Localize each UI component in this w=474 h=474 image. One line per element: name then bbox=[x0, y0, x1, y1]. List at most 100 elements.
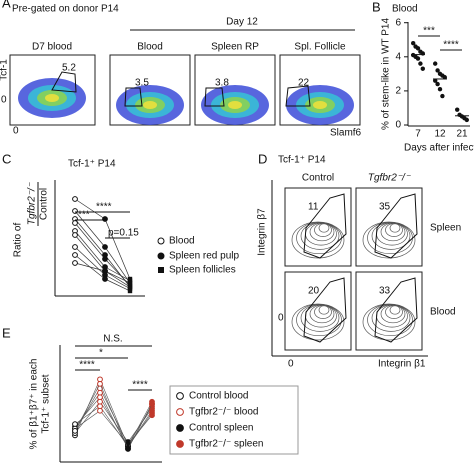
point bbox=[72, 196, 78, 202]
legend-label: Spleen follicles bbox=[169, 265, 236, 276]
chart-title: Tcf-1⁺ P14 bbox=[68, 159, 116, 170]
gate bbox=[374, 193, 418, 259]
y-tick-label: 2 bbox=[395, 86, 401, 97]
point bbox=[433, 78, 438, 83]
pair-line bbox=[74, 246, 106, 276]
legend-label: Blood bbox=[169, 236, 195, 247]
contour bbox=[389, 305, 401, 315]
panel-label: A bbox=[2, 0, 11, 10]
chart-title: Blood bbox=[392, 4, 418, 15]
pair-line bbox=[74, 388, 101, 432]
point bbox=[415, 56, 421, 61]
gate bbox=[303, 193, 347, 259]
y-axis-label: Tcf-1⁺ subset bbox=[41, 374, 52, 433]
y-tick-label: 6 bbox=[395, 17, 401, 28]
y-tick-label: 0 bbox=[395, 120, 401, 131]
legend-label: Tgfbr2⁻/⁻ spleen bbox=[189, 439, 263, 450]
point bbox=[72, 427, 78, 434]
legend-marker bbox=[176, 408, 184, 416]
pair-line bbox=[127, 415, 153, 445]
significance: **** bbox=[132, 380, 148, 391]
pair-line bbox=[74, 234, 106, 272]
subtitle: Pre-gated on donor P14 bbox=[12, 4, 119, 15]
point bbox=[149, 412, 155, 419]
panel-label: E bbox=[2, 325, 11, 340]
gate bbox=[374, 277, 418, 343]
y-axis-label: Ratio of bbox=[13, 223, 24, 258]
panel-label: D bbox=[258, 151, 267, 166]
contour bbox=[318, 223, 330, 233]
significance: *** bbox=[78, 210, 90, 221]
gate-value: 35 bbox=[379, 202, 391, 213]
pair-line bbox=[74, 383, 101, 432]
x-axis-label: Days after infection bbox=[404, 143, 474, 154]
legend-label: Control blood bbox=[189, 391, 248, 402]
pair-line bbox=[104, 266, 131, 281]
significance: N.S. bbox=[103, 334, 122, 345]
pair-line bbox=[74, 222, 106, 260]
point bbox=[97, 380, 103, 387]
significance: p=0.15 bbox=[108, 228, 139, 239]
gate-value: 5.2 bbox=[62, 63, 76, 74]
y-axis-label: % of stem-like in WT P14 bbox=[381, 18, 392, 131]
legend-label: Control spleen bbox=[189, 423, 253, 434]
panel-label: C bbox=[2, 151, 11, 166]
point bbox=[102, 216, 108, 222]
pair-line bbox=[104, 270, 131, 284]
pair-line bbox=[74, 210, 106, 248]
gate-value: 3.8 bbox=[215, 78, 229, 89]
plot-title: Spl. Follicle bbox=[294, 42, 346, 53]
y-axis-label: Tgfbr2⁻/⁻ bbox=[27, 182, 38, 225]
point bbox=[415, 46, 421, 51]
row-label: Spleen bbox=[430, 223, 461, 234]
point bbox=[420, 66, 425, 71]
gate-value: 33 bbox=[379, 286, 391, 297]
chart-title: Tcf-1⁺ P14 bbox=[278, 155, 326, 166]
point bbox=[440, 93, 445, 99]
pair-line bbox=[74, 198, 106, 220]
legend-label: Tgfbr2⁻/⁻ blood bbox=[189, 407, 258, 418]
contour bbox=[385, 305, 403, 319]
pair-line bbox=[74, 230, 106, 268]
point bbox=[127, 288, 133, 294]
point bbox=[72, 260, 78, 266]
significance: **** bbox=[79, 360, 95, 371]
point bbox=[433, 61, 438, 66]
flow-plots bbox=[9, 29, 361, 126]
point bbox=[102, 268, 108, 274]
pair-line bbox=[104, 254, 131, 288]
contour bbox=[385, 223, 403, 237]
point bbox=[455, 107, 460, 112]
density bbox=[313, 101, 327, 109]
point bbox=[72, 252, 78, 258]
gate-value: 3.5 bbox=[135, 78, 149, 89]
contour bbox=[314, 305, 332, 319]
point bbox=[72, 232, 78, 238]
point bbox=[127, 286, 133, 291]
y-axis-label: Control bbox=[39, 188, 50, 220]
legend-marker bbox=[176, 440, 184, 448]
significance: **** bbox=[443, 40, 459, 51]
pair-line bbox=[104, 270, 131, 288]
pair-line bbox=[99, 406, 129, 447]
point bbox=[127, 278, 133, 283]
legend-marker bbox=[176, 424, 184, 432]
legend-marker bbox=[157, 237, 165, 245]
pair-line bbox=[74, 410, 101, 429]
point bbox=[102, 256, 108, 262]
panel-label: B bbox=[372, 0, 381, 14]
pair-line bbox=[104, 218, 131, 280]
plot-title: D7 blood bbox=[32, 42, 72, 53]
gate bbox=[124, 87, 143, 107]
plot-title: Blood bbox=[137, 42, 163, 53]
density bbox=[228, 101, 242, 109]
pair-line bbox=[74, 397, 101, 427]
gate-value: 11 bbox=[308, 202, 319, 213]
point bbox=[437, 86, 443, 92]
density bbox=[45, 94, 59, 102]
y-axis-label: Integrin β7 bbox=[257, 208, 268, 256]
column-label: Tgfbr2⁻/⁻ bbox=[368, 173, 411, 184]
pair-line bbox=[99, 383, 129, 449]
point bbox=[97, 407, 103, 414]
